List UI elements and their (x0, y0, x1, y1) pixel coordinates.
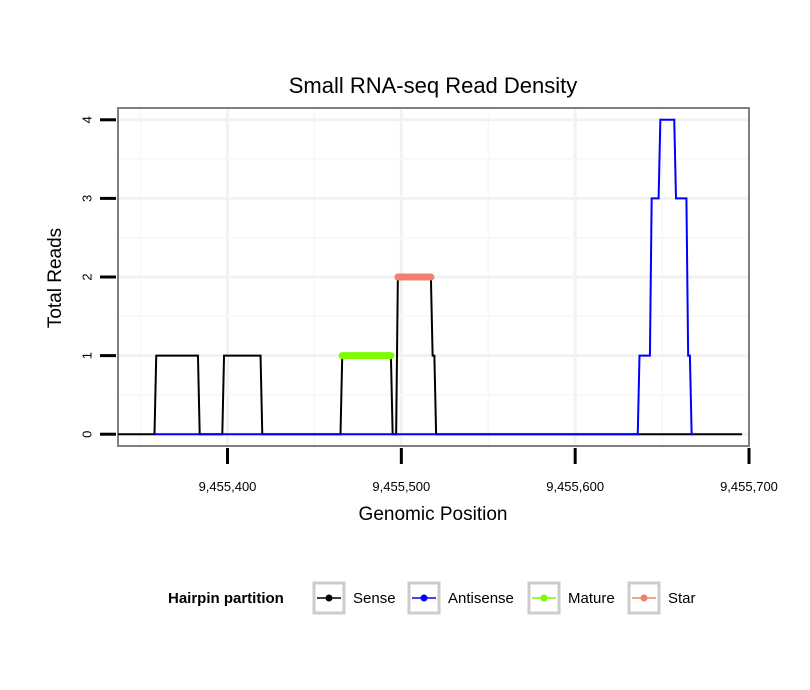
legend-item-antisense: Antisense (407, 581, 514, 615)
axes: 9,455,400 9,455,500 9,455,600 9,455,700 0 1 2 3… (79, 116, 777, 494)
x-axis-title: Genomic Position (359, 504, 508, 525)
legend-item-star: Star (627, 581, 696, 615)
y-tick-label: 0 (79, 431, 94, 438)
legend-label-antisense: Antisense (448, 590, 514, 607)
legend: Hairpin partition Sense Antisense Mature… (168, 581, 696, 615)
x-tick-label: 9,455,400 (199, 479, 257, 494)
legend-key-point (420, 594, 428, 602)
series-line-sense (118, 276, 743, 436)
x-tick-label: 9,455,600 (546, 479, 604, 494)
x-tick-label: 9,455,500 (372, 479, 430, 494)
legend-key-point (640, 594, 648, 602)
series-line-antisense (154, 118, 694, 436)
legend-label-mature: Mature (568, 590, 615, 607)
legend-item-sense: Sense (312, 581, 396, 615)
chart-title: Small RNA-seq Read Density (289, 73, 578, 98)
legend-item-mature: Mature (527, 581, 615, 615)
legend-label-star: Star (668, 590, 696, 607)
legend-key-point (540, 594, 548, 602)
y-tick-label: 4 (79, 116, 94, 123)
legend-title: Hairpin partition (168, 590, 284, 607)
y-tick-label: 3 (79, 195, 94, 202)
y-tick-label: 1 (79, 352, 94, 359)
y-tick-label: 2 (79, 273, 94, 280)
series-lines (118, 118, 743, 436)
y-axis-title: Total Reads (45, 228, 66, 328)
legend-key-point (325, 594, 333, 602)
x-tick-label: 9,455,700 (720, 479, 778, 494)
legend-label-sense: Sense (353, 590, 396, 607)
